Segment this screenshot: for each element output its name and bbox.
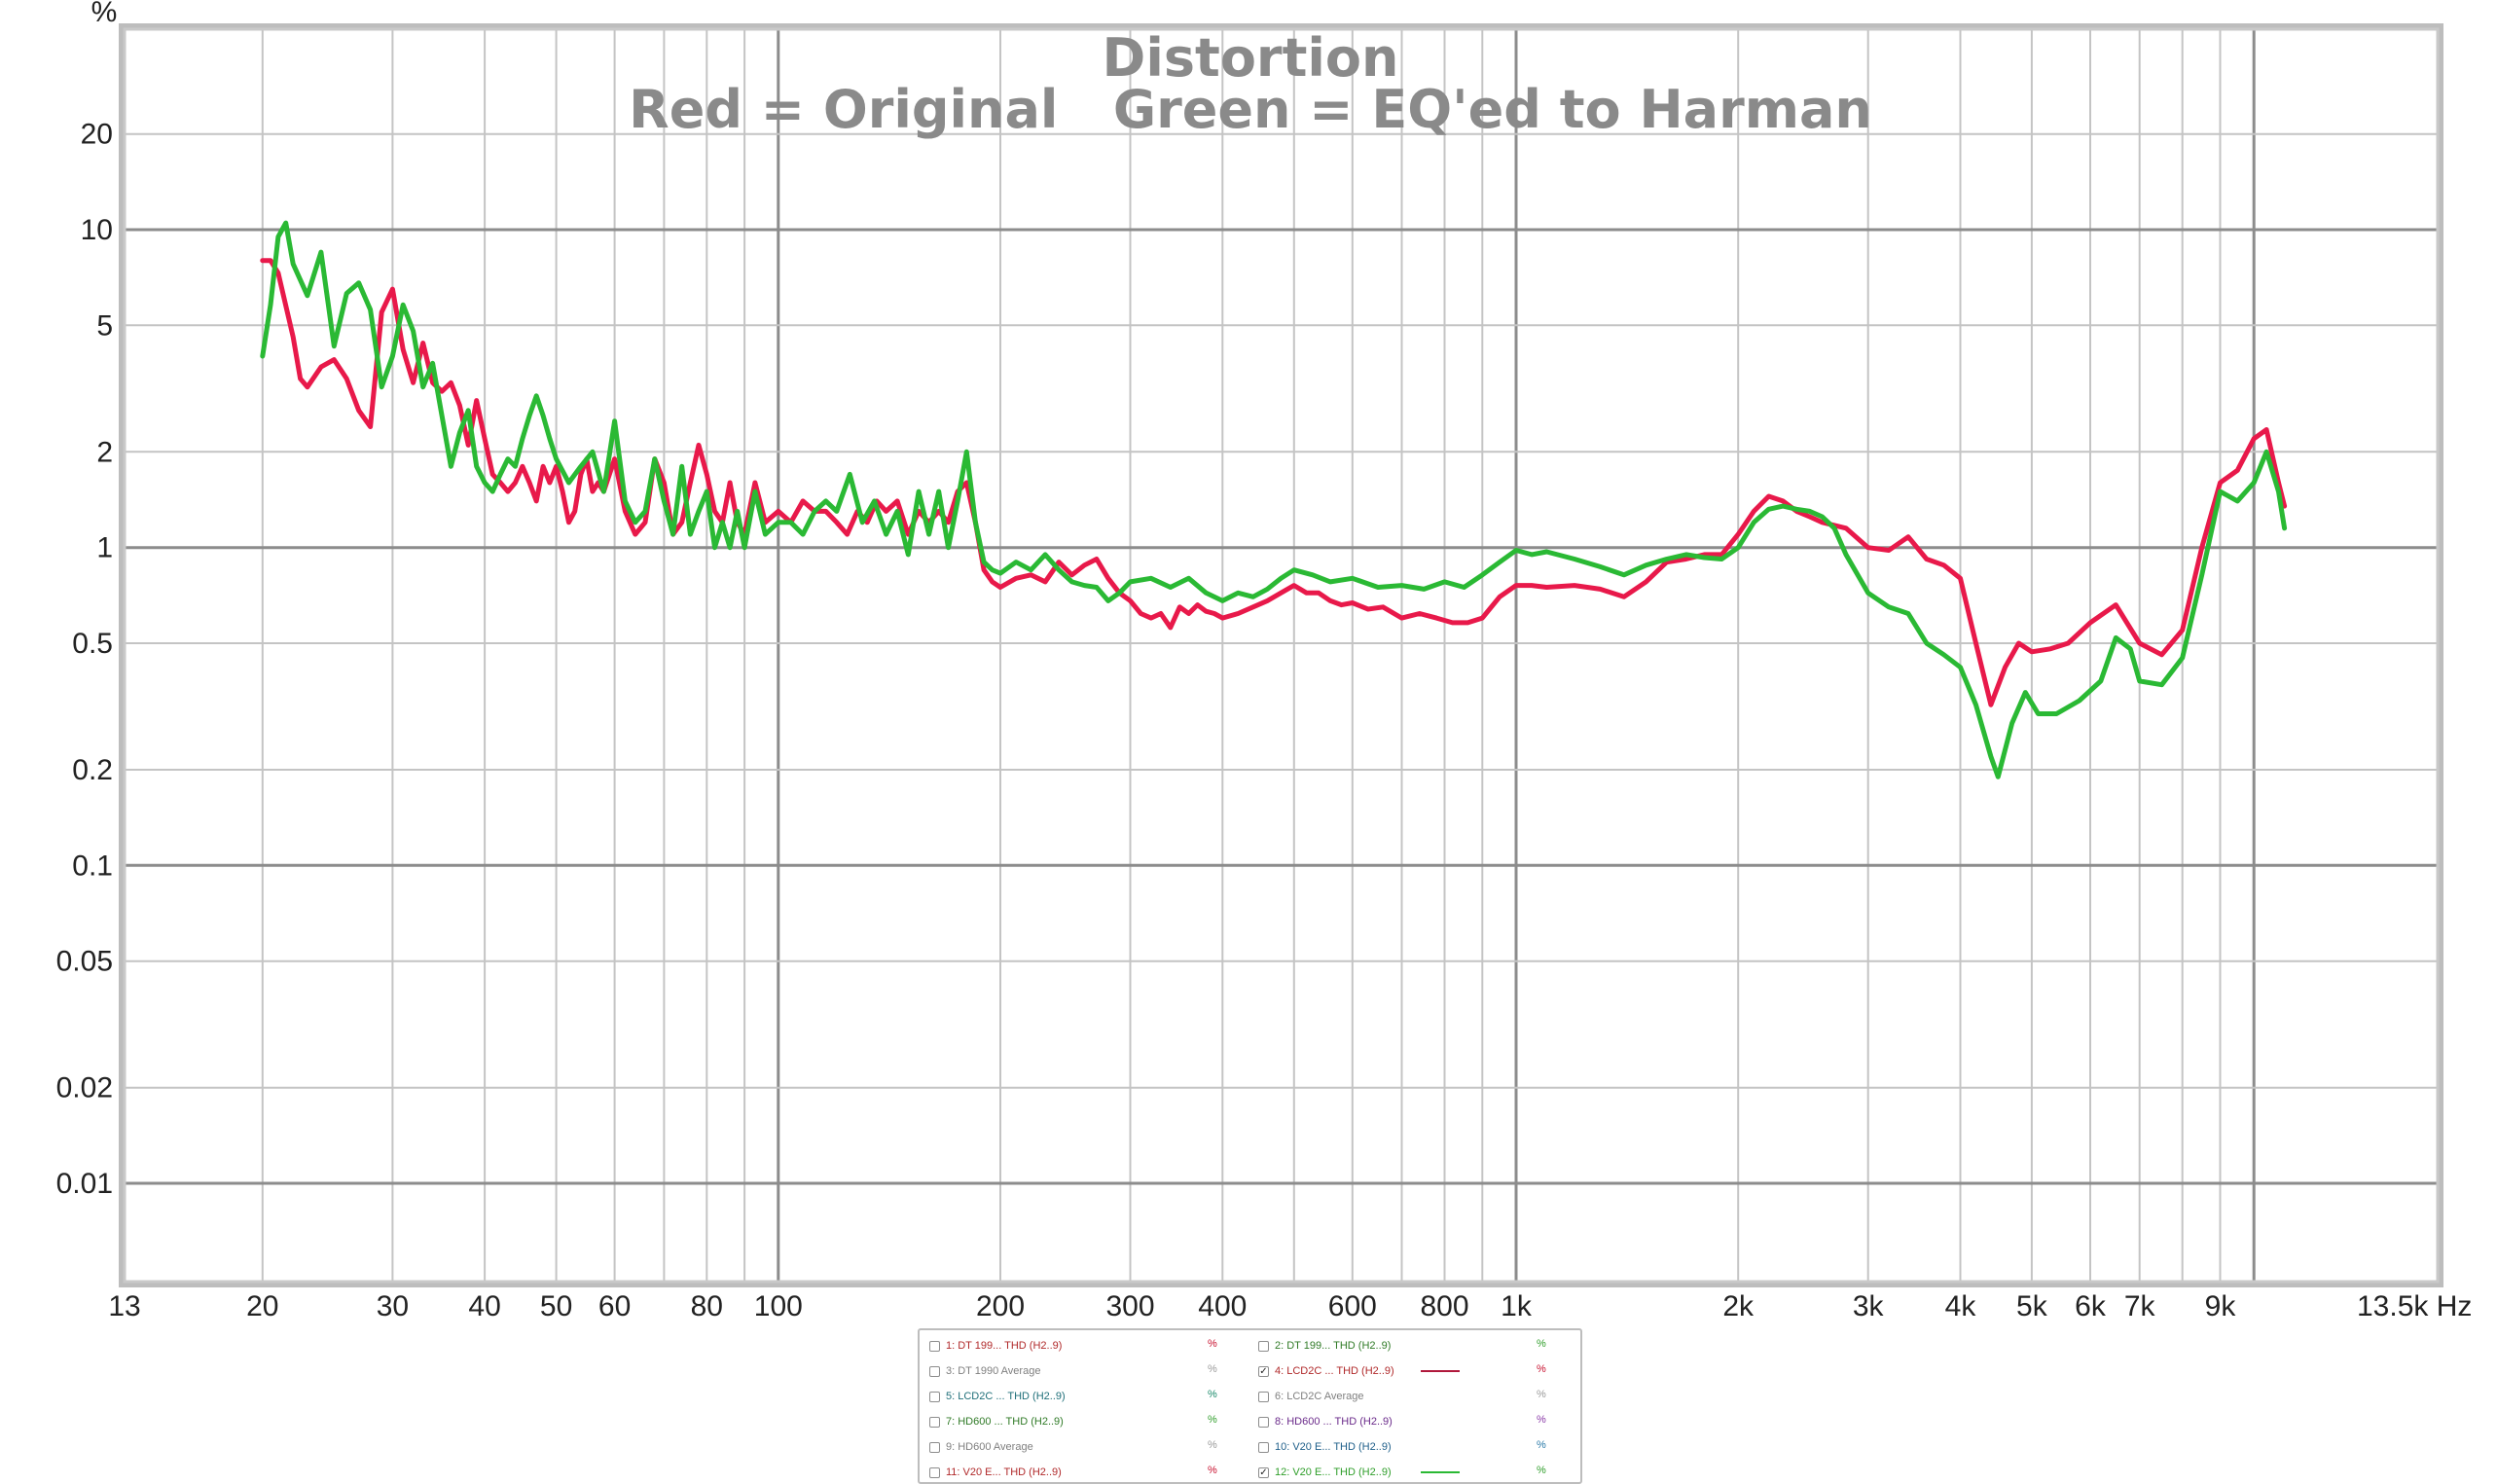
legend-unit: %	[1537, 1363, 1546, 1375]
legend-unit: %	[1208, 1338, 1217, 1350]
y-tick-label: 0.01	[56, 1168, 113, 1200]
legend-unit: %	[1537, 1465, 1546, 1476]
legend-item-label: 7: HD600 ... THD (H2..9)	[946, 1416, 1064, 1428]
y-tick-label: 0.05	[56, 946, 113, 978]
legend-panel: 1: DT 199... THD (H2..9)% 2: DT 199... TH…	[918, 1328, 1582, 1484]
legend-checkbox[interactable]	[1258, 1441, 1269, 1453]
legend-item[interactable]: 9: HD600 Average%	[929, 1435, 1217, 1459]
y-axis-unit-label: %	[91, 0, 118, 28]
chart-subtitle: Red = Original Green = EQ'ed to Harman	[629, 79, 1872, 140]
y-tick-label: 10	[81, 214, 113, 246]
x-tick-label: 5k	[2016, 1290, 2048, 1322]
x-tick-label: 6k	[2075, 1290, 2107, 1322]
legend-item-label: 8: HD600 ... THD (H2..9)	[1275, 1416, 1393, 1428]
y-tick-label: 0.1	[72, 850, 113, 882]
legend-item-label: 3: DT 1990 Average	[946, 1365, 1041, 1377]
legend-item[interactable]: 1: DT 199... THD (H2..9)%	[929, 1334, 1217, 1357]
legend-item[interactable]: 2: DT 199... THD (H2..9)%	[1258, 1334, 1546, 1357]
legend-item[interactable]: 7: HD600 ... THD (H2..9)%	[929, 1410, 1217, 1433]
x-tick-label: 7k	[2124, 1290, 2156, 1322]
legend-item[interactable]: 5: LCD2C ... THD (H2..9)%	[929, 1385, 1217, 1408]
legend-item[interactable]: 8: HD600 ... THD (H2..9)%	[1258, 1410, 1546, 1433]
legend-unit: %	[1537, 1338, 1546, 1350]
legend-item-label: 10: V20 E... THD (H2..9)	[1275, 1441, 1392, 1453]
legend-item[interactable]: 11: V20 E... THD (H2..9)%	[929, 1461, 1217, 1484]
y-tick-label: 0.02	[56, 1072, 113, 1104]
x-tick-label: 600	[1328, 1290, 1377, 1322]
x-tick-label: 300	[1105, 1290, 1154, 1322]
legend-item-label: 9: HD600 Average	[946, 1441, 1033, 1453]
legend-checkbox[interactable]	[929, 1466, 940, 1478]
legend-item-label: 2: DT 199... THD (H2..9)	[1275, 1340, 1392, 1352]
legend-checkbox[interactable]	[929, 1391, 940, 1402]
x-tick-label: 13	[108, 1290, 140, 1322]
x-tick-label: 400	[1198, 1290, 1247, 1322]
legend-item[interactable]: 10: V20 E... THD (H2..9)%	[1258, 1435, 1546, 1459]
series-line-eq-harman	[260, 220, 2288, 779]
x-tick-label: 3k	[1853, 1290, 1885, 1322]
plot-frame-shadow	[119, 23, 2443, 1287]
x-tick-label: 80	[691, 1290, 723, 1322]
series-lines	[260, 220, 2288, 779]
series-line-original	[260, 258, 2288, 707]
legend-checkbox[interactable]	[929, 1365, 940, 1377]
x-tick-label: 4k	[1945, 1290, 1977, 1322]
legend-item[interactable]: 6: LCD2C Average%	[1258, 1385, 1546, 1408]
legend-swatch	[1421, 1471, 1460, 1473]
y-tick-label: 2	[96, 436, 113, 468]
y-tick-label: 0.2	[72, 754, 113, 786]
plot-area	[125, 29, 2438, 1282]
legend-unit: %	[1537, 1389, 1546, 1400]
x-tick-labels: 13 20 30 40 50 60 80 100 200 300 400 600 800 1k 2k 3k 4k…	[108, 1290, 2472, 1322]
grid-lines	[125, 29, 2438, 1282]
y-tick-label: 20	[81, 119, 113, 151]
legend-checkbox[interactable]	[929, 1340, 940, 1352]
legend-item-label: 12: V20 E... THD (H2..9)	[1275, 1466, 1392, 1478]
x-tick-label: 2k	[1722, 1290, 1755, 1322]
x-tick-label: 9k	[2205, 1290, 2237, 1322]
legend-item-label: 5: LCD2C ... THD (H2..9)	[946, 1391, 1066, 1402]
legend-checkbox[interactable]	[929, 1416, 940, 1428]
legend-item-label: 4: LCD2C ... THD (H2..9)	[1275, 1365, 1394, 1377]
legend-item[interactable]: ✓ 4: LCD2C ... THD (H2..9)%	[1258, 1359, 1546, 1383]
legend-checkbox[interactable]	[1258, 1391, 1269, 1402]
legend-unit: %	[1208, 1363, 1217, 1375]
legend-unit: %	[1537, 1414, 1546, 1426]
legend-checkbox[interactable]: ✓	[1258, 1466, 1269, 1478]
x-tick-label: 20	[246, 1290, 278, 1322]
y-tick-label: 1	[96, 532, 113, 564]
legend-swatch	[1421, 1370, 1460, 1372]
legend-checkbox[interactable]: ✓	[1258, 1365, 1269, 1377]
x-tick-label: 50	[540, 1290, 572, 1322]
legend-checkbox[interactable]	[1258, 1340, 1269, 1352]
x-tick-label: 40	[468, 1290, 500, 1322]
chart-title: Distortion	[1103, 27, 1399, 89]
x-tick-label: 800	[1420, 1290, 1468, 1322]
x-tick-label: 60	[598, 1290, 631, 1322]
x-tick-label: 100	[754, 1290, 803, 1322]
x-tick-label: 13.5k Hz	[2357, 1290, 2472, 1322]
legend-checkbox[interactable]	[929, 1441, 940, 1453]
legend-unit: %	[1208, 1414, 1217, 1426]
legend-item-label: 6: LCD2C Average	[1275, 1391, 1364, 1402]
legend-unit: %	[1537, 1439, 1546, 1451]
x-tick-label: 200	[976, 1290, 1025, 1322]
legend-item[interactable]: ✓ 12: V20 E... THD (H2..9)%	[1258, 1461, 1546, 1484]
plot-frame	[123, 27, 2440, 1284]
x-tick-label: 30	[377, 1290, 409, 1322]
legend-item[interactable]: 3: DT 1990 Average%	[929, 1359, 1217, 1383]
y-tick-labels: 20 10 5 2 1 0.5 0.2 0.1 0.05 0.02 0.01	[56, 119, 113, 1200]
y-tick-label: 0.5	[72, 628, 113, 660]
legend-unit: %	[1208, 1465, 1217, 1476]
legend-unit: %	[1208, 1439, 1217, 1451]
legend-checkbox[interactable]	[1258, 1416, 1269, 1428]
legend-unit: %	[1208, 1389, 1217, 1400]
legend-item-label: 11: V20 E... THD (H2..9)	[946, 1466, 1062, 1478]
x-tick-label: 1k	[1501, 1290, 1533, 1322]
y-tick-label: 5	[96, 309, 113, 342]
legend-item-label: 1: DT 199... THD (H2..9)	[946, 1340, 1063, 1352]
